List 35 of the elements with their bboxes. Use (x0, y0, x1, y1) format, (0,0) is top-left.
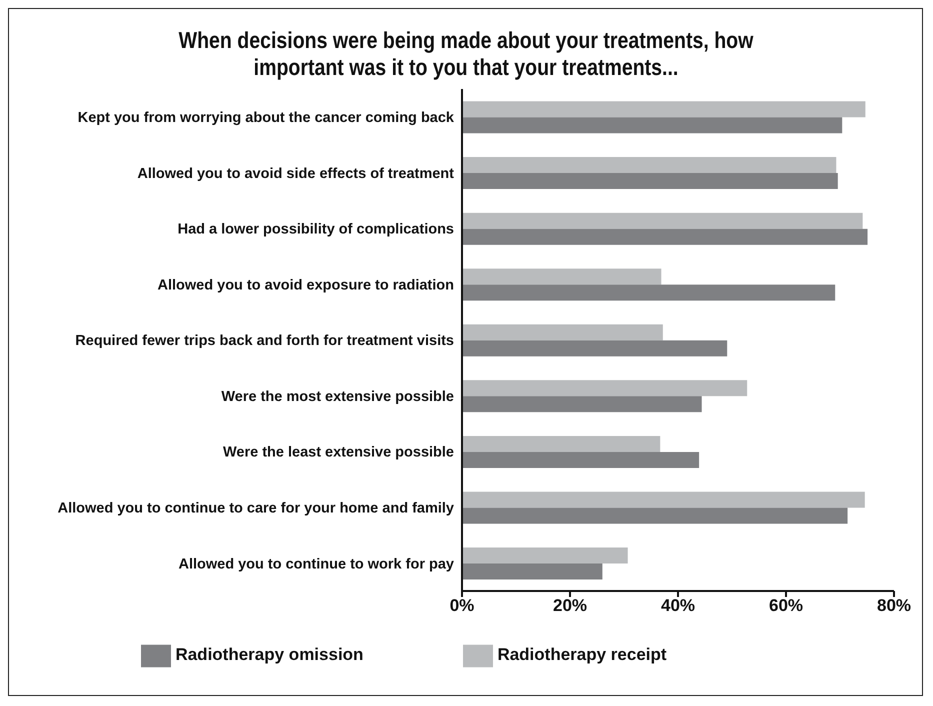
bar (462, 452, 700, 468)
bar (462, 563, 602, 580)
y-tick-label: Allowed you to continue to work for pay (178, 556, 454, 572)
y-tick-label: Kept you from worrying about the cancer coming back (78, 110, 455, 126)
bar (462, 380, 748, 396)
bar (462, 284, 836, 301)
bar (462, 340, 728, 356)
y-tick-label: Had a lower possibility of complications (178, 222, 454, 238)
bar (462, 547, 628, 564)
y-tick-label: Were the most extensive possible (221, 388, 454, 405)
y-tick-label: Allowed you to avoid exposure to radiation (158, 277, 454, 294)
bar (462, 101, 866, 118)
bar (462, 436, 660, 452)
bar (462, 508, 848, 524)
bar (462, 117, 842, 134)
bar (462, 173, 838, 190)
x-tick-label: 20% (552, 596, 588, 616)
bar (462, 157, 836, 174)
bar (462, 396, 702, 412)
bar (462, 228, 868, 245)
chart-title: When decisions were being made about your treatments, how important was it to you that your treatments... (177, 27, 754, 81)
x-tick-label: 0% (450, 596, 474, 616)
y-tick-label: Allowed you to continue to care for your home and family (58, 500, 454, 516)
bar (462, 268, 662, 285)
y-tick-label: Allowed you to avoid side effects of treatment (137, 166, 454, 182)
x-tick-label: 40% (660, 596, 696, 616)
y-tick-label: Required fewer trips back and forth for treatment visits (75, 333, 454, 350)
legend-label: Radiotherapy omission (175, 645, 364, 664)
legend-label: Radiotherapy receipt (497, 645, 667, 664)
bar (462, 492, 865, 508)
x-tick-label: 60% (768, 596, 804, 616)
x-tick-label: 80% (876, 596, 912, 616)
y-tick-label: Were the least extensive possible (222, 444, 454, 461)
bar (462, 324, 663, 340)
bar (462, 212, 863, 229)
